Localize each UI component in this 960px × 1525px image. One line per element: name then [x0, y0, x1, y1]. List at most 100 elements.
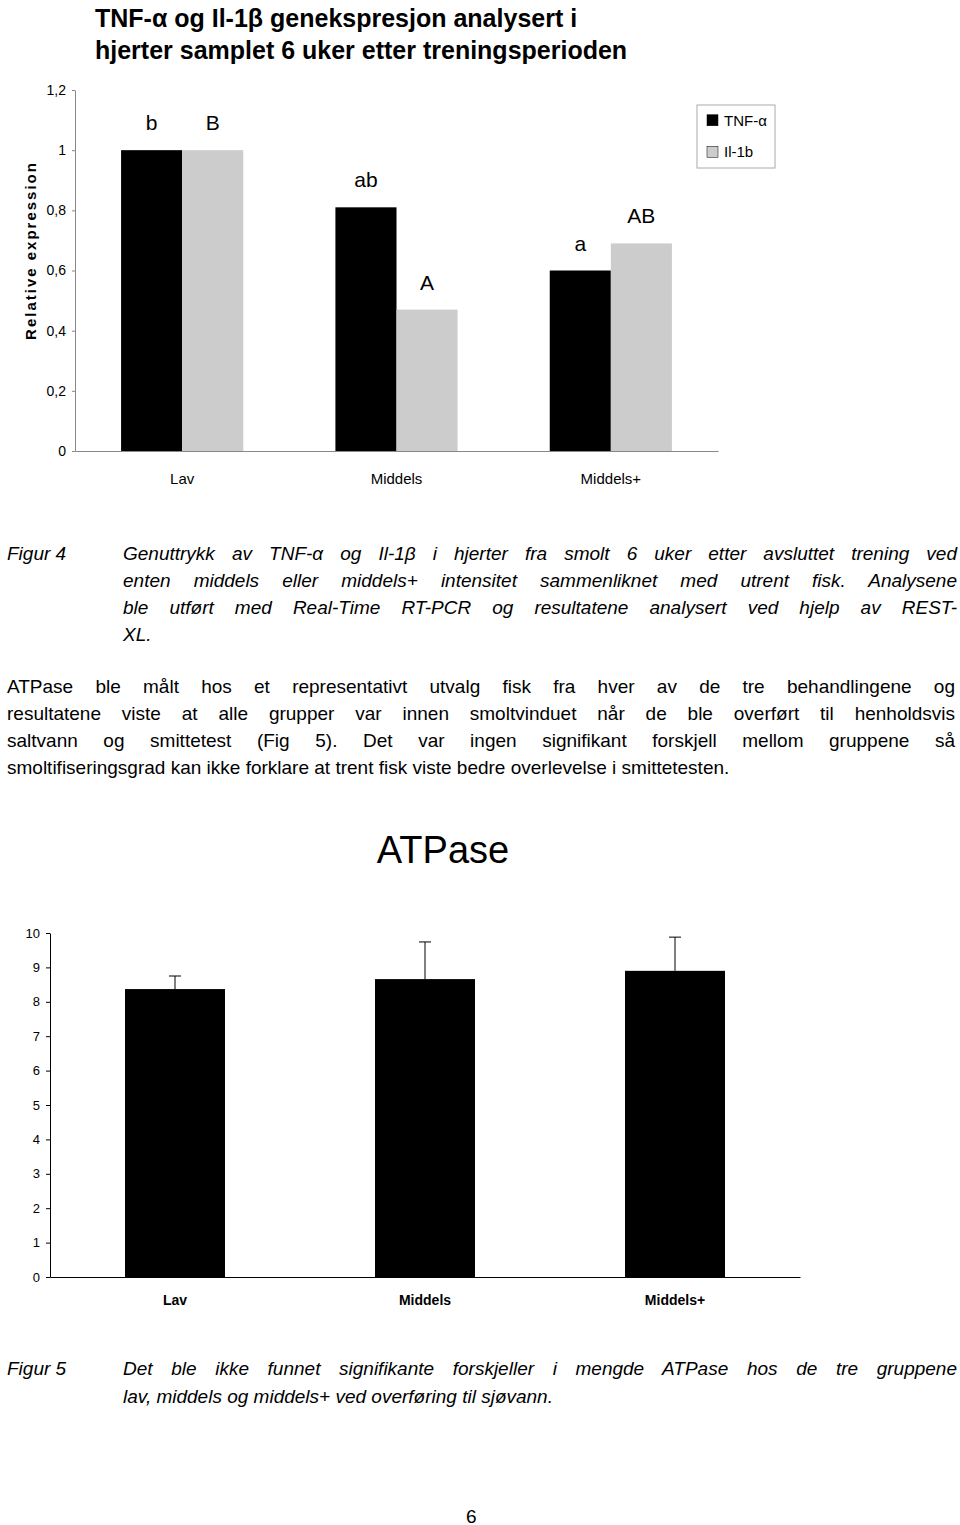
- tick-label: 0,2: [47, 383, 67, 399]
- annotations: b ab a: [146, 111, 587, 254]
- axis-title: Relative expression: [22, 161, 39, 340]
- error-cap: [419, 941, 431, 942]
- significance-letter: b: [146, 111, 158, 134]
- bar: [335, 207, 396, 451]
- axis-line: [75, 91, 76, 452]
- tick: 1: [33, 1235, 50, 1250]
- tick-label: Middels: [371, 470, 423, 487]
- plot-area: [125, 937, 725, 1277]
- bar: [125, 989, 225, 1277]
- significance-letter: B: [206, 111, 220, 134]
- tick: 4: [33, 1132, 50, 1147]
- tick-label: 9: [33, 960, 40, 975]
- caption-label: Figur 5: [7, 1355, 66, 1382]
- tick: 5: [33, 1098, 50, 1113]
- error-bars: [169, 937, 681, 989]
- page: b ab aBAAB 0 0,2 0,4 0,6 0,8 1 1,2 Lav Middels Midde…: [0, 0, 960, 1525]
- tick-label: 0,8: [47, 202, 67, 218]
- tick-label: 1: [58, 142, 66, 158]
- significance-letter: AB: [627, 204, 655, 227]
- bar-series: [182, 150, 672, 451]
- tick-label: Middels+: [645, 1292, 705, 1308]
- y-axis: 012345678910: [26, 926, 51, 1285]
- tick-mark: [46, 1036, 50, 1037]
- tick: 9: [33, 960, 50, 975]
- tick: 0: [58, 443, 75, 459]
- tick-label: 7: [33, 1029, 40, 1044]
- tick-mark: [46, 1277, 50, 1278]
- chart-title: hjerter samplet 6 uker etter treningsper…: [95, 36, 627, 64]
- tick-mark: [46, 1208, 50, 1209]
- tick: 0,4: [47, 323, 75, 339]
- tick: 1,2: [47, 82, 75, 98]
- legend-label: Il-1b: [724, 143, 753, 160]
- tick-label: 1,2: [47, 82, 67, 98]
- tick-mark: [72, 210, 75, 211]
- tick: 0: [33, 1270, 50, 1285]
- tick-mark: [46, 1243, 50, 1244]
- category-tick: Lav: [163, 1277, 187, 1308]
- error-bar: [675, 937, 676, 971]
- caption-line: ble utført med Real-Time RT-PCR og resul…: [123, 594, 957, 621]
- tick-label: 3: [33, 1166, 40, 1181]
- tick-mark: [72, 391, 75, 392]
- caption-line: lav, middels og middels+ ved overføring …: [123, 1383, 957, 1410]
- tick-mark: [46, 967, 50, 968]
- significance-letter: a: [574, 232, 586, 255]
- tick-label: 0: [58, 443, 66, 459]
- plot-area: [121, 150, 672, 451]
- caption-label: Figur 4: [7, 540, 66, 567]
- category-tick: Lav: [170, 451, 195, 487]
- category-tick: Middels: [371, 451, 423, 487]
- tick-mark: [72, 451, 75, 452]
- x-axis: Lav Middels Middels+: [76, 451, 719, 487]
- tick: 3: [33, 1166, 50, 1181]
- tick: 0,6: [47, 262, 75, 278]
- tick-mark: [72, 150, 75, 151]
- caption-line: XL.: [123, 621, 957, 648]
- bar: [550, 271, 611, 452]
- body-text-line: resultatene viste at alle grupper var in…: [7, 700, 955, 727]
- error-cap: [169, 976, 181, 977]
- category-tick: Middels+: [581, 451, 642, 487]
- bar-series: [121, 150, 611, 451]
- bar: [121, 150, 182, 451]
- significance-letter: ab: [354, 168, 377, 191]
- legend-swatch: [707, 146, 718, 157]
- caption-line: Det ble ikke funnet signifikante forskje…: [123, 1355, 957, 1382]
- tick: 7: [33, 1029, 50, 1044]
- tick-mark: [72, 331, 75, 332]
- tick: 6: [33, 1063, 50, 1078]
- tick-mark: [46, 933, 50, 934]
- tick-mark: [46, 1002, 50, 1003]
- chart: 012345678910LavMiddelsMiddels+ATPase: [26, 829, 801, 1308]
- error-bar: [425, 942, 426, 979]
- legend: TNF-αIl-1b: [697, 105, 775, 168]
- body-text-line: smoltifiseringsgrad kan ikke forklare at…: [7, 754, 955, 781]
- body-text-line: ATPase ble målt hos et representativt ut…: [7, 673, 955, 700]
- tick: 0,8: [47, 202, 75, 218]
- tick-mark: [72, 271, 75, 272]
- caption-line: Genuttrykk av TNF-α og Il-1β i hjerter f…: [123, 540, 957, 567]
- tick-label: 1: [33, 1235, 40, 1250]
- tick-mark: [46, 1139, 50, 1140]
- tick-label: 0,4: [47, 323, 67, 339]
- page-number: 6: [466, 1503, 477, 1525]
- error-bar: [175, 976, 176, 989]
- tick-label: Middels: [399, 1292, 451, 1308]
- bar: [375, 979, 475, 1277]
- bar: [611, 243, 672, 451]
- tick: 0,2: [47, 383, 75, 399]
- chart-title: ATPase: [377, 829, 509, 871]
- tick-label: 10: [26, 926, 40, 941]
- axis-line: [50, 934, 51, 1278]
- tick-mark: [46, 1105, 50, 1106]
- bar-series: [125, 971, 725, 1277]
- caption-line: enten middels eller middels+ intensitet …: [123, 567, 957, 594]
- annotations: BAAB: [206, 111, 656, 293]
- tick-mark: [46, 1174, 50, 1175]
- tick-label: 8: [33, 994, 40, 1009]
- tick-label: Lav: [170, 470, 195, 487]
- tick-label: 6: [33, 1063, 40, 1078]
- category-tick: Middels: [399, 1277, 451, 1308]
